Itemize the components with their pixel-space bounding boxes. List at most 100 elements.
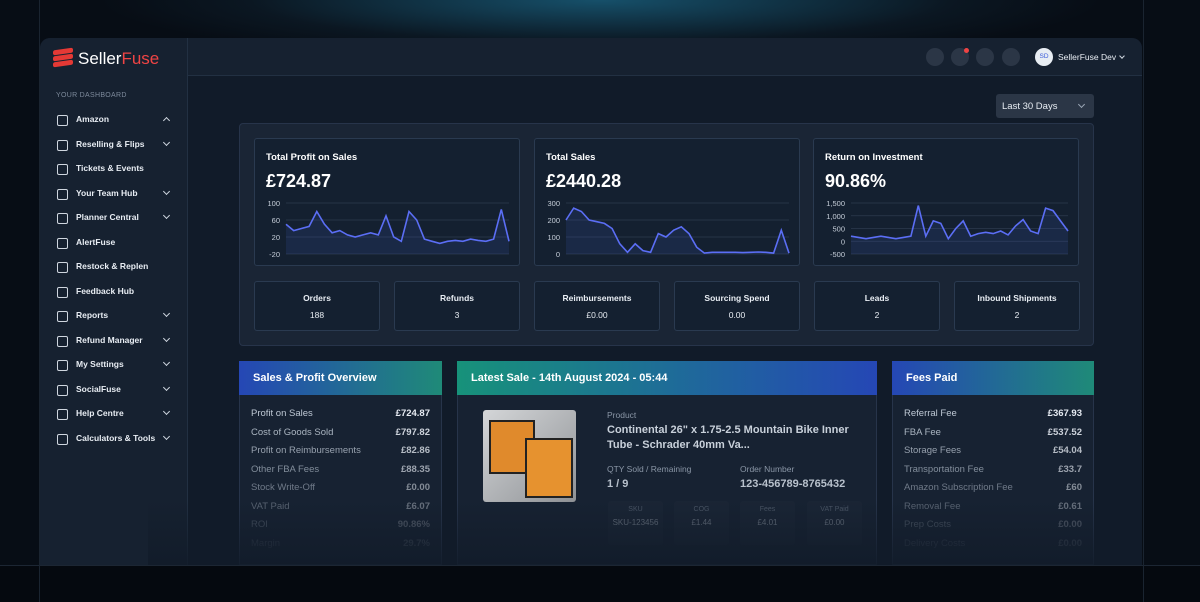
y-tick-label: 60	[272, 216, 280, 225]
kpi-value: £724.87	[266, 171, 332, 191]
range-text: Last 30 Days	[1002, 101, 1058, 112]
nav-icon	[57, 213, 68, 224]
product-name: Continental 26" x 1.75-2.5 Mountain Bike…	[607, 424, 849, 451]
kpi-card	[813, 138, 1079, 266]
nav-item[interactable]: Planner Central	[76, 212, 139, 222]
row-value: £797.82	[395, 426, 430, 438]
y-tick-label: 100	[547, 233, 560, 242]
nav-item[interactable]: Calculators & Tools	[76, 432, 156, 443]
frame-line	[39, 0, 40, 602]
row-value: £88.35	[400, 463, 430, 475]
nav-item[interactable]: Your Team Hub	[76, 187, 138, 198]
product-box	[525, 438, 573, 498]
row-label: Amazon Subscription Fee	[904, 482, 1013, 493]
kpi-value: £2440.28	[546, 171, 622, 191]
stat-box: Orders 188	[254, 281, 380, 331]
sparkline-chart: -20 20 60 100	[267, 199, 510, 259]
panel-header	[457, 361, 877, 395]
field-label: QTY Sold / Remaining	[607, 464, 692, 474]
nav-icon	[57, 262, 68, 273]
sparkline	[850, 205, 1069, 241]
stat-label: Refunds	[440, 293, 474, 303]
stat-value: 0.00	[728, 310, 746, 320]
y-tick-label: 200	[547, 216, 560, 225]
field-value: 1 / 9	[607, 478, 629, 490]
user-menu[interactable]: SellerFuse Dev	[1058, 52, 1117, 62]
logo-icon	[53, 47, 73, 68]
kpi-title: Return on Investment	[825, 152, 923, 163]
row-label: Storage Fees	[904, 445, 962, 456]
kpi-value: 90.86%	[825, 171, 887, 191]
nav-icon	[57, 311, 68, 322]
stat-box: Inbound Shipments 2	[954, 281, 1080, 331]
row-value: £0.00	[406, 482, 430, 493]
nav-item[interactable]: SocialFuse	[76, 383, 121, 394]
topbar-button[interactable]	[976, 48, 994, 66]
panel-title: Sales & Profit Overview	[253, 372, 377, 384]
kpi-title: Total Sales	[546, 152, 596, 163]
nav-item[interactable]: AlertFuse	[76, 236, 116, 247]
sparkline	[285, 209, 510, 245]
nav-item[interactable]: Reports	[76, 310, 109, 320]
topbar	[188, 38, 1142, 76]
row-label: FBA Fee	[904, 426, 941, 438]
y-tick-label: 100	[267, 199, 280, 208]
nav-item[interactable]: Restock & Replen	[76, 261, 149, 271]
panel-header	[892, 361, 1094, 395]
nav-item[interactable]: Amazon	[76, 114, 110, 124]
nav-icon	[57, 409, 68, 420]
row-label: Referral Fee	[904, 408, 957, 419]
nav-item[interactable]: Tickets & Events	[76, 163, 144, 173]
row-value: £537.52	[1047, 426, 1082, 438]
kpi-card	[534, 138, 800, 266]
nav-item[interactable]: Reselling & Flips	[76, 138, 145, 149]
nav-item[interactable]: My Settings	[76, 359, 124, 369]
bottom-band	[0, 565, 1200, 602]
stat-label: Sourcing Spend	[704, 293, 770, 303]
y-tick-label: 0	[841, 237, 845, 246]
row-value: £82.86	[400, 445, 430, 456]
stat-value: 2	[1014, 310, 1020, 320]
area-fill	[286, 209, 509, 254]
y-tick-label: 0	[556, 250, 560, 259]
stat-box: Refunds 3	[394, 281, 520, 331]
nav-icon	[57, 188, 68, 200]
topbar-button[interactable]	[1002, 48, 1020, 66]
sparkline-chart: -500 0 500 1,000 1,500	[826, 199, 1069, 259]
product-image	[483, 410, 576, 502]
brand[interactable]: SellerFuse	[78, 49, 159, 69]
nav-item[interactable]: Refund Manager	[76, 334, 143, 345]
row-value: £724.87	[395, 408, 430, 419]
row-label: Other FBA Fees	[251, 463, 320, 475]
range-select[interactable]: Last 30 Days	[996, 94, 1094, 118]
row-label: Transportation Fee	[904, 463, 984, 475]
brand-part: Fuse	[121, 49, 160, 68]
y-tick-label: 1,000	[826, 212, 845, 221]
area-fill	[851, 205, 1068, 254]
y-tick-label: -500	[830, 250, 845, 259]
area-fill	[566, 208, 789, 254]
stat-value: 188	[309, 310, 325, 320]
stat-value: £0.00	[586, 310, 608, 320]
row-value: £54.04	[1052, 445, 1082, 456]
row-label: Cost of Goods Sold	[251, 426, 334, 438]
nav-icon	[57, 139, 68, 151]
panel-header	[239, 361, 442, 395]
field-label: Order Number	[740, 464, 795, 474]
row-label: Profit on Sales	[251, 408, 313, 419]
nav-item[interactable]: Feedback Hub	[76, 285, 135, 296]
y-tick-label: 1,500	[826, 199, 845, 208]
topbar-button[interactable]	[926, 48, 944, 66]
nav-icon	[57, 237, 68, 249]
kpi-card	[254, 138, 520, 266]
y-tick-label: 300	[547, 199, 560, 208]
y-tick-label: 20	[272, 233, 280, 242]
nav-icon	[57, 360, 68, 371]
nav-item[interactable]: Help Centre	[76, 408, 124, 418]
fade-overlay	[148, 500, 1142, 565]
field-label: Product	[607, 410, 637, 420]
row-value: £60	[1066, 482, 1082, 493]
nav-icon	[57, 384, 68, 396]
panel-title: Fees Paid	[906, 372, 958, 384]
